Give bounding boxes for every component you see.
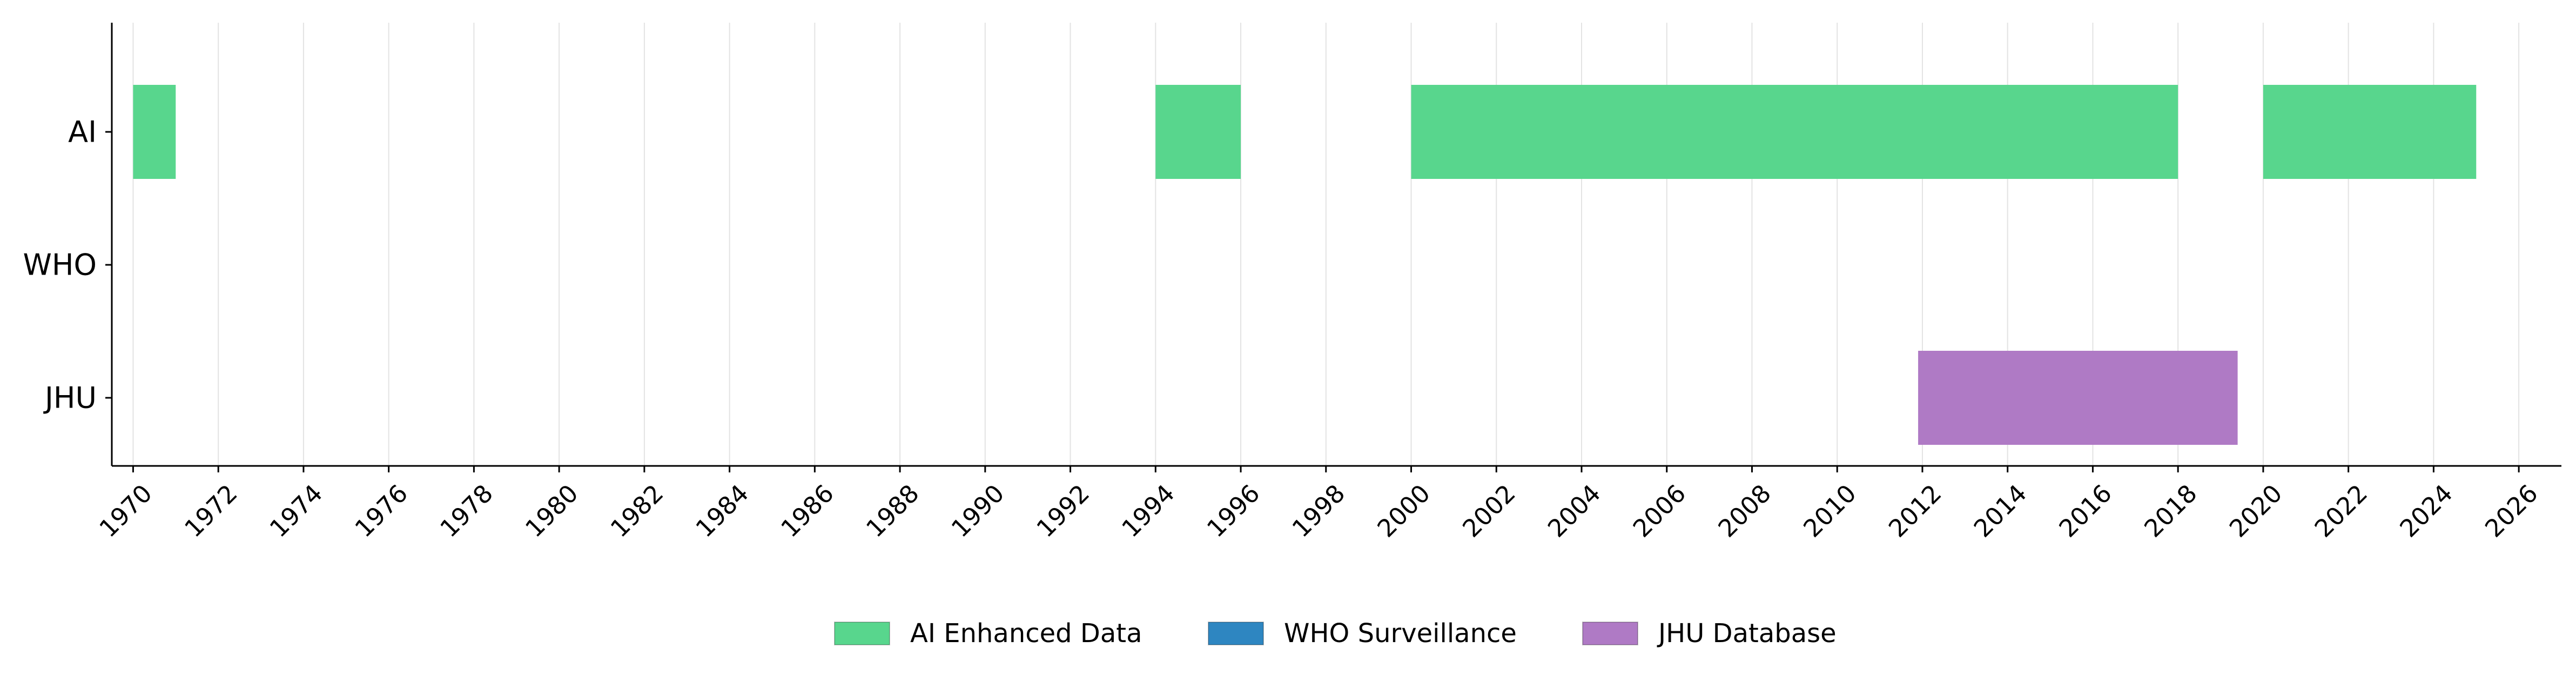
axes: [105, 23, 2561, 472]
x-tick-label: 1980: [520, 479, 583, 543]
x-tick-label: 2026: [2479, 479, 2543, 543]
x-tick-label: 2004: [1542, 479, 1606, 543]
interval-bar: [133, 85, 176, 179]
y-category-label: JHU: [43, 381, 97, 415]
legend-label: JHU Database: [1657, 618, 1837, 649]
x-tick-label: 2014: [1968, 479, 2032, 543]
x-tick-label: 1990: [946, 479, 1010, 543]
x-tick-label: 1994: [1116, 479, 1180, 543]
x-tick-label: 1984: [690, 479, 754, 543]
interval-bars: [133, 85, 2477, 445]
x-tick-label: 2008: [1713, 479, 1777, 543]
x-tick-label: 1978: [434, 479, 498, 543]
x-tick-label: 2002: [1457, 479, 1521, 543]
x-tick-label: 1998: [1287, 479, 1350, 543]
x-tick-label: 1972: [179, 479, 243, 543]
x-tick-label: 1974: [264, 479, 328, 543]
x-tick-label: 1986: [775, 479, 839, 543]
x-tick-label: 2010: [1798, 479, 1861, 543]
legend: AI Enhanced Data WHO Surveillance JHU Data…: [834, 618, 1837, 649]
x-tick-label: 2022: [2309, 479, 2373, 543]
y-category-labels: AI WHO JHU: [23, 115, 97, 415]
x-tick-label: 2018: [2138, 479, 2202, 543]
legend-swatch: [834, 622, 890, 645]
legend-swatch: [1208, 622, 1264, 645]
x-tick-labels: 1970 1972 1974 1976 1978 1980 1982 1984 1986 1988…: [94, 479, 2544, 543]
interval-bar: [1155, 85, 1241, 179]
x-tick-label: 2000: [1372, 479, 1436, 543]
y-category-label: WHO: [23, 248, 97, 282]
x-tick-label: 1996: [1201, 479, 1265, 543]
x-tick-label: 1988: [860, 479, 924, 543]
x-tick-label: 2024: [2394, 479, 2458, 543]
y-category-label: AI: [68, 115, 97, 149]
x-tick-label: 1976: [349, 479, 413, 543]
x-tick-label: 2012: [1883, 479, 1947, 543]
x-tick-label: 1992: [1031, 479, 1095, 543]
x-tick-label: 2020: [2224, 479, 2288, 543]
interval-bar: [1918, 351, 2238, 445]
x-tick-label: 1970: [94, 479, 158, 543]
legend-swatch: [1582, 622, 1638, 645]
interval-bar: [1411, 85, 2178, 179]
x-tick-label: 1982: [605, 479, 669, 543]
x-tick-label: 2006: [1627, 479, 1691, 543]
x-tick-label: 2016: [2054, 479, 2117, 543]
interval-bar: [2263, 85, 2477, 179]
legend-label: WHO Surveillance: [1284, 618, 1517, 649]
legend-label: AI Enhanced Data: [910, 618, 1142, 649]
